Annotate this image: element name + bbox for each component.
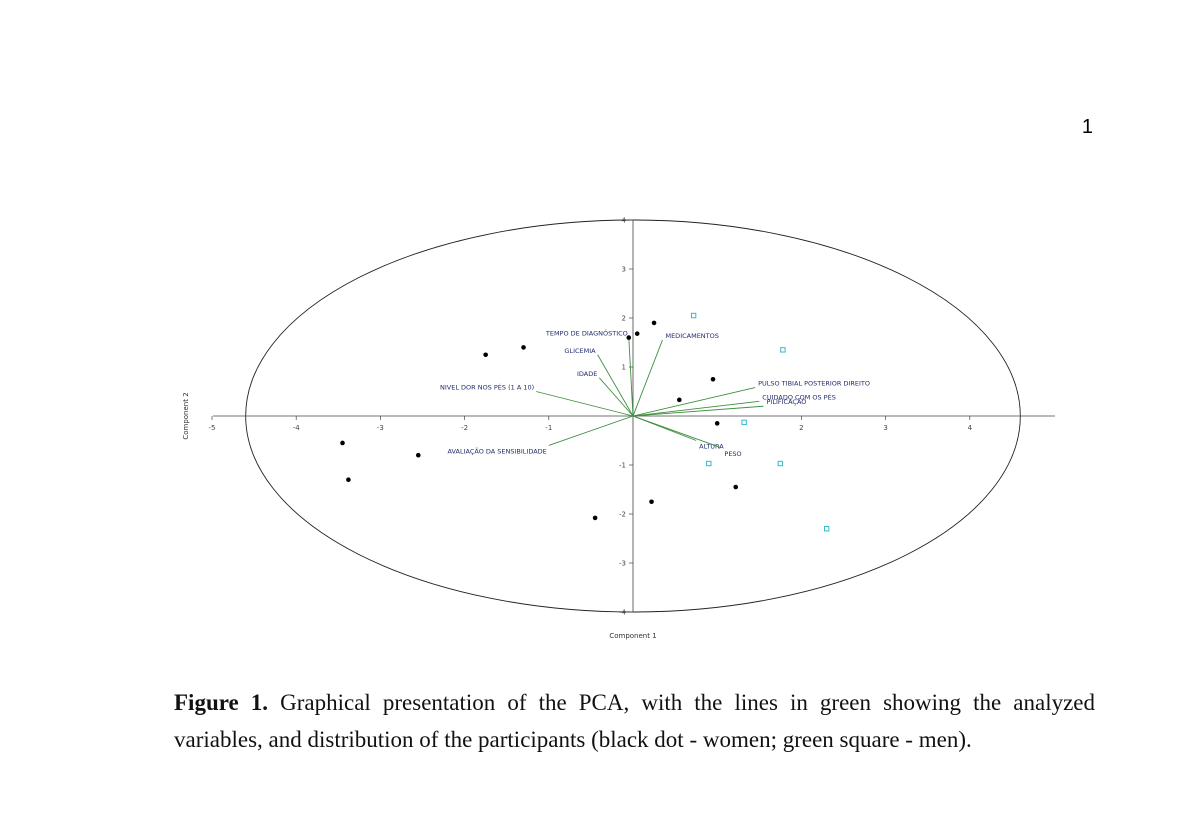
loading-vector bbox=[536, 391, 634, 417]
loading-label: NIVEL DOR NOS PÉS (1 A 10) bbox=[440, 383, 534, 392]
loading-label: PESO bbox=[724, 450, 741, 458]
loading-vector bbox=[548, 415, 634, 446]
loading-label: PULSO TIBIAL POSTERIOR DIREITO bbox=[758, 380, 870, 388]
y-tick-label: 3 bbox=[622, 266, 626, 274]
loading-label: TEMPO DE DIAGNÓSTICO bbox=[545, 329, 628, 338]
x-tick-label: 2 bbox=[799, 424, 803, 432]
women-point bbox=[710, 376, 716, 382]
y-tick-label: 4 bbox=[622, 217, 627, 225]
women-point bbox=[649, 499, 654, 505]
y-tick-label: 2 bbox=[622, 315, 626, 323]
men-point bbox=[741, 419, 747, 426]
y-tick-label: -4 bbox=[619, 609, 627, 617]
women-point bbox=[415, 452, 421, 458]
men-point bbox=[706, 460, 712, 467]
pca-biplot: -5 -4 -3 -2 -1 2 3 4 -4 -3 -2 -1 1 2 3 4 TEMPO DE DIAGN… bbox=[182, 217, 1055, 640]
loading-vector bbox=[632, 339, 663, 417]
women-point bbox=[733, 484, 739, 490]
loading-vector bbox=[597, 354, 634, 417]
x-tick-label: -2 bbox=[461, 424, 468, 432]
x-tick-label: -4 bbox=[293, 424, 301, 432]
y-tick-label: -1 bbox=[619, 462, 626, 470]
loading-vector bbox=[598, 377, 634, 417]
y-tick-label: 1 bbox=[622, 364, 626, 372]
loading-label: AVALIAÇÃO DA SENSIBILIDADE bbox=[447, 446, 546, 455]
x-tick-label: 4 bbox=[968, 424, 973, 432]
women-point bbox=[340, 440, 345, 446]
loading-label: IDADE bbox=[577, 370, 597, 378]
women-point bbox=[592, 515, 598, 521]
women-point bbox=[483, 352, 488, 358]
loading-vector bbox=[632, 415, 722, 449]
women-point bbox=[626, 335, 632, 340]
loading-label: PILIFICAÇÃO bbox=[767, 397, 807, 406]
figure-caption: Figure 1. Graphical presentation of the … bbox=[174, 684, 1095, 758]
loading-vector bbox=[632, 405, 764, 417]
women-point bbox=[677, 397, 682, 403]
loading-label: CUIDADO COM OS PÉS bbox=[762, 392, 836, 401]
loading-vector bbox=[632, 387, 756, 417]
men-point bbox=[823, 526, 830, 532]
page-number: 1 bbox=[1081, 116, 1093, 138]
men-point bbox=[780, 347, 786, 353]
x-tick-label: -1 bbox=[545, 424, 552, 432]
women-point bbox=[634, 331, 640, 336]
loading-label: GLICEMIA bbox=[564, 347, 596, 355]
loading-label: ALTURA bbox=[699, 443, 724, 451]
y-axis-label: Component 2 bbox=[182, 392, 190, 439]
women-point bbox=[651, 320, 657, 326]
men-point bbox=[777, 460, 784, 467]
figure-caption-label: Figure 1. bbox=[174, 690, 269, 715]
y-tick-label: -2 bbox=[619, 511, 626, 519]
loading-vector bbox=[628, 337, 634, 417]
y-tick-label: -3 bbox=[619, 560, 626, 568]
loading-vector bbox=[632, 400, 760, 417]
women-point bbox=[521, 345, 526, 350]
loading-label: MEDICAMENTOS bbox=[665, 332, 718, 340]
x-axis-label: Component 1 bbox=[609, 632, 656, 640]
women-point bbox=[714, 421, 720, 426]
women-point bbox=[346, 477, 351, 483]
men-point bbox=[690, 312, 697, 319]
x-tick-label: 3 bbox=[883, 424, 887, 432]
x-tick-label: -3 bbox=[377, 424, 384, 432]
figure-caption-text: Graphical presentation of the PCA, with … bbox=[174, 690, 1096, 752]
x-tick-label: -5 bbox=[209, 424, 216, 432]
